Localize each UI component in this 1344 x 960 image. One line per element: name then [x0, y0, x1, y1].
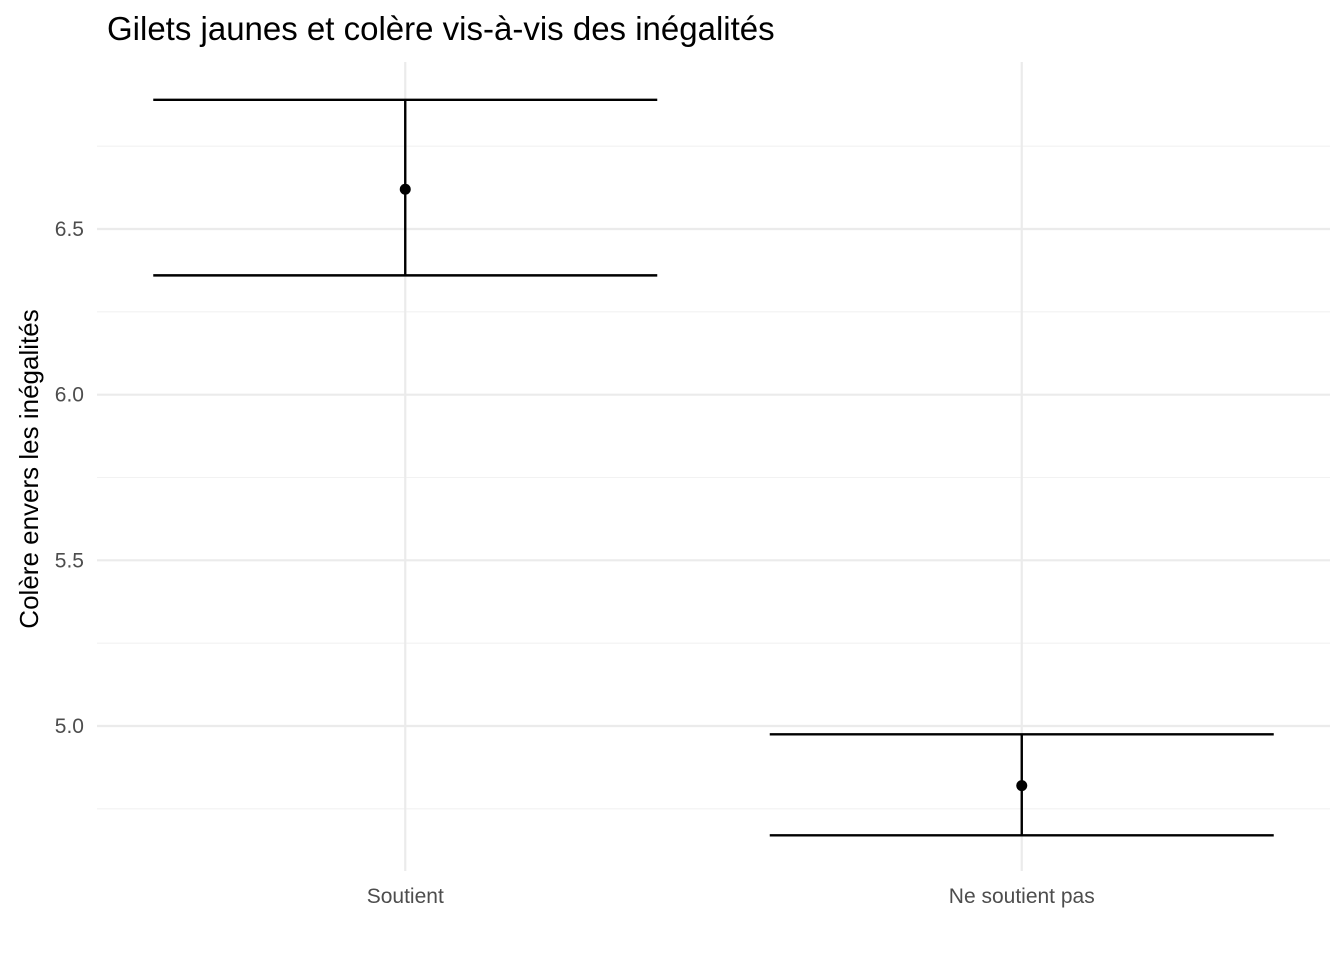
- marks: [153, 98, 1274, 837]
- x-tick-labels: Soutient Ne soutient pas: [367, 885, 1095, 908]
- grid: [97, 62, 1330, 871]
- y-tick-label: 6.5: [55, 218, 84, 241]
- y-tick-label: 5.5: [55, 549, 84, 572]
- x-tick-label: Soutient: [367, 885, 444, 908]
- chart-title: Gilets jaunes et colère vis-à-vis des in…: [107, 10, 775, 47]
- y-tick-labels: 5.0 5.5 6.0 6.5: [55, 218, 84, 738]
- mean-point: [1016, 780, 1028, 792]
- y-tick-label: 5.0: [55, 715, 84, 738]
- y-tick-label: 6.0: [55, 384, 84, 407]
- y-axis-label: Colère envers les inégalités: [14, 309, 44, 628]
- mean-point: [399, 183, 411, 195]
- x-tick-label: Ne soutient pas: [949, 885, 1095, 908]
